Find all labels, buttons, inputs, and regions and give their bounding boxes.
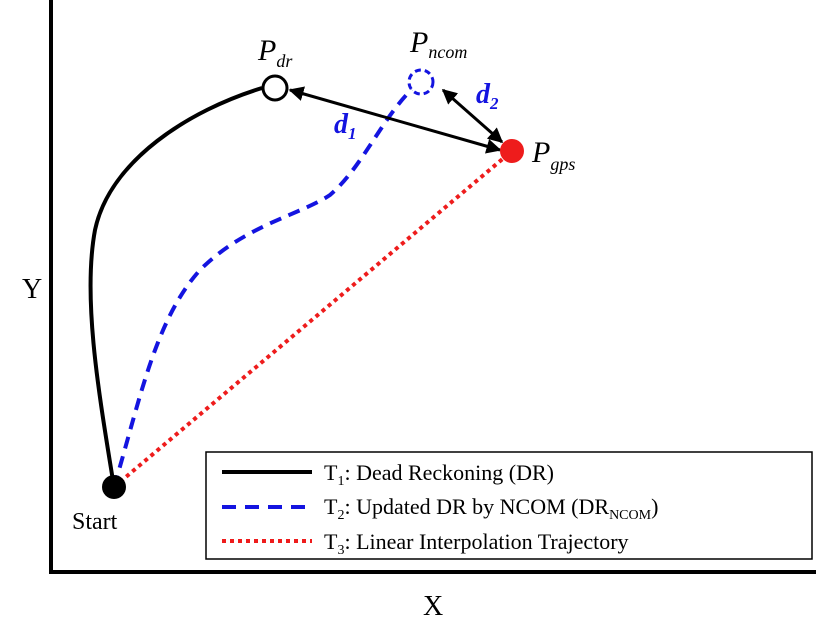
p-ncom-label: Pncom (409, 26, 467, 62)
legend-item-t1: T1: Dead Reckoning (DR) (324, 460, 554, 489)
start-label: Start (72, 509, 118, 535)
y-axis-label: Y (22, 274, 42, 305)
p-gps-point (500, 139, 524, 163)
legend: T1: Dead Reckoning (DR) T2: Updated DR b… (205, 451, 813, 560)
legend-box (205, 451, 813, 560)
start-point (102, 475, 126, 499)
p-dr-label: Pdr (257, 34, 293, 71)
x-axis-label: X (423, 591, 443, 622)
p-dr-point (261, 74, 289, 102)
d2-label: d2 (476, 79, 499, 113)
linear-interpolation-trajectory (112, 149, 514, 489)
ncom-trajectory (112, 80, 422, 488)
p-ncom-point (407, 68, 435, 96)
d1-label: d1 (334, 109, 357, 143)
d1-arrow (288, 86, 502, 154)
legend-item-t3: T3: Linear Interpolation Trajectory (324, 529, 629, 558)
p-gps-label: Pgps (531, 136, 575, 174)
legend-item-t2: T2: Updated DR by NCOM (DRNCOM) (324, 494, 658, 523)
d2-arrow (441, 88, 504, 144)
dead-reckoning-trajectory (88, 86, 263, 488)
